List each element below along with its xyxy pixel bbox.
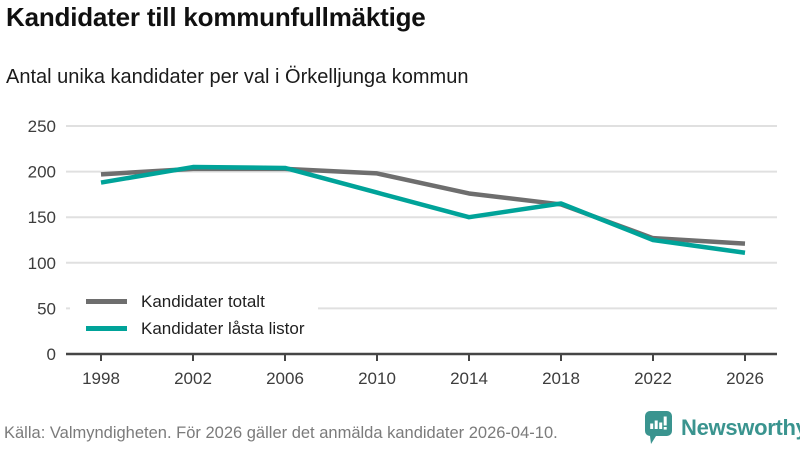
x-tick-label-2022: 2022 [634,369,672,388]
y-tick-label-150: 150 [28,208,56,227]
y-tick-label-250: 250 [28,117,56,136]
chart-legend: Kandidater totalt Kandidater låsta listo… [70,286,319,344]
chart-subtitle: Antal unika kandidater per val i Örkellj… [6,66,469,88]
legend-label-locked-lists: Kandidater låsta listor [141,318,305,338]
legend-item-total: Kandidater totalt [86,288,304,315]
x-tick-label-2014: 2014 [450,369,488,388]
x-tick-label-2026: 2026 [726,369,764,388]
x-tick-label-2018: 2018 [542,369,580,388]
y-tick-label-200: 200 [28,163,56,182]
x-tick-label-2006: 2006 [266,369,304,388]
newsworthy-wordmark: Newsworthy [681,415,800,440]
legend-swatch-locked-lists [86,326,127,331]
source-note: Källa: Valmyndigheten. För 2026 gäller d… [4,424,558,442]
newsworthy-logo: Newsworthy [645,411,800,445]
x-tick-label-2010: 2010 [358,369,396,388]
y-tick-label-0: 0 [47,345,56,364]
x-tick-label-2002: 2002 [174,369,212,388]
series-line-kandidater-l-sta-listor [100,164,746,255]
legend-item-locked-lists: Kandidater låsta listor [86,315,304,342]
legend-swatch-total [86,299,127,304]
y-tick-label-50: 50 [37,299,56,318]
newsworthy-icon [645,411,672,444]
legend-label-total: Kandidater totalt [141,291,265,311]
y-tick-label-100: 100 [28,254,56,273]
x-tick-label-1998: 1998 [82,369,120,388]
chart-title: Kandidater till kommunfullmäktige [6,2,426,32]
